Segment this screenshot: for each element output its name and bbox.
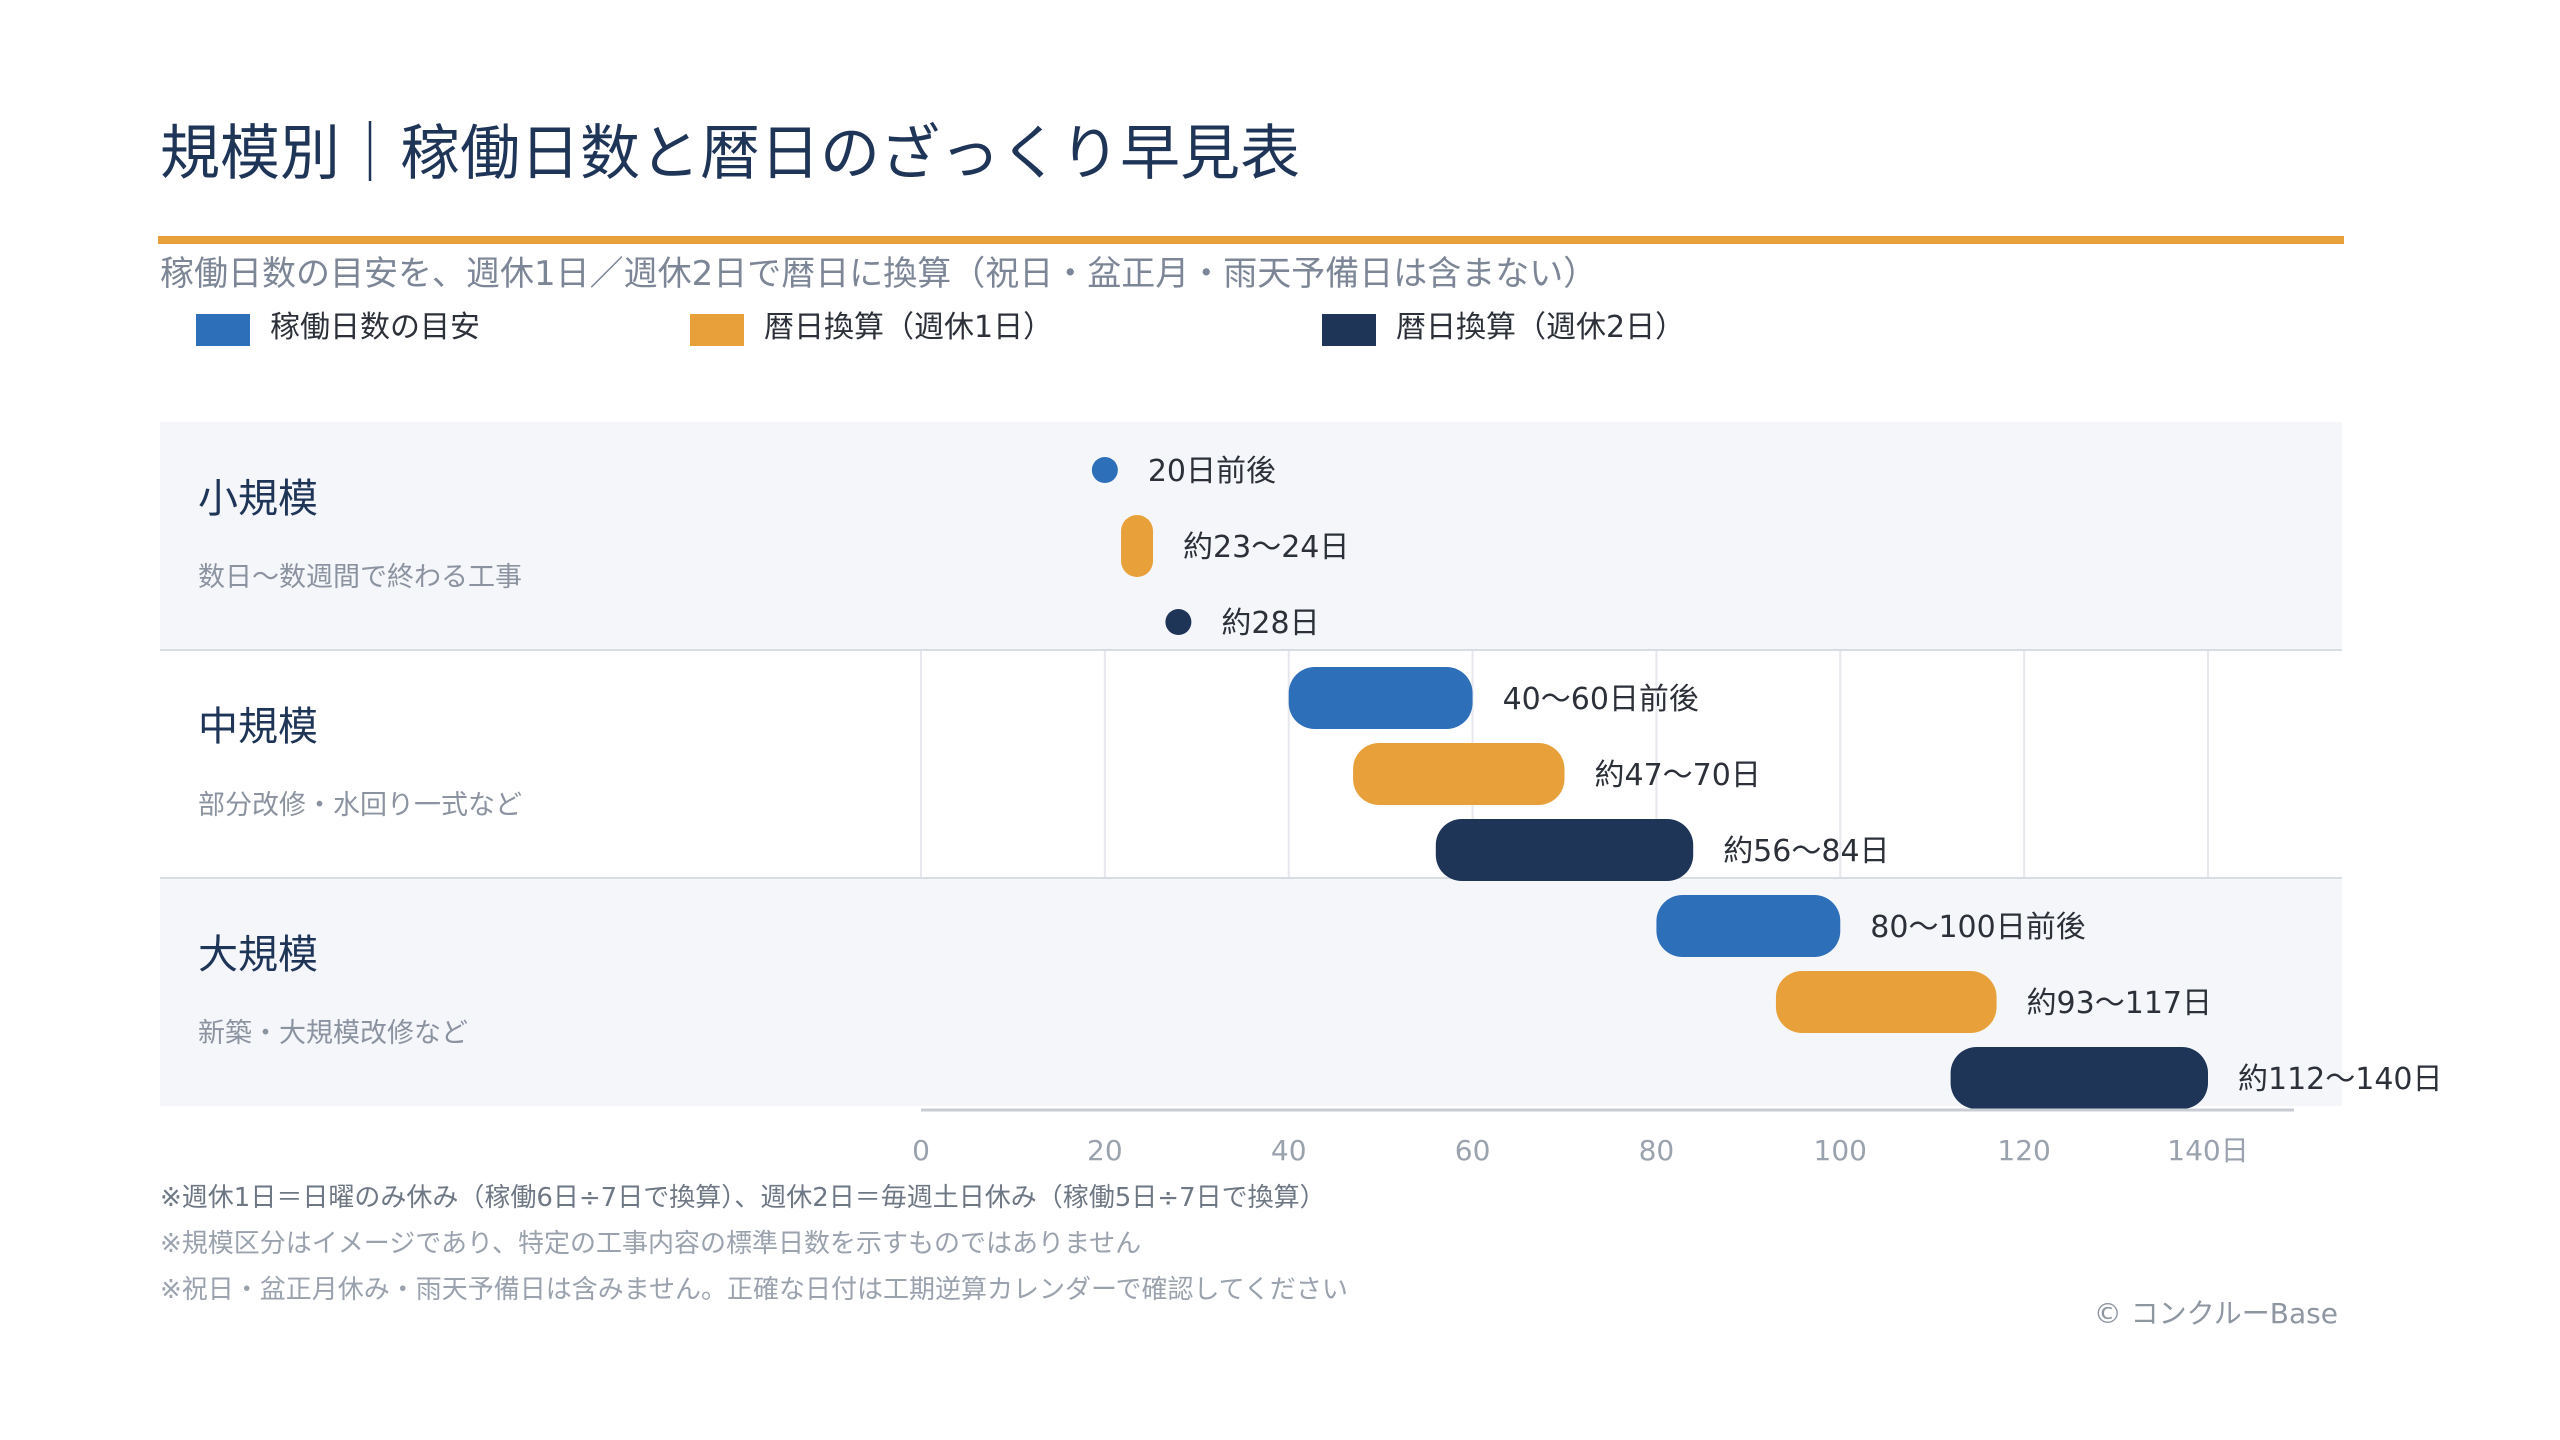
range-bar (1950, 1047, 2208, 1109)
legend-swatch-calendar-2day-off (1322, 314, 1376, 346)
x-tick-label: 60 (1455, 1134, 1491, 1167)
footnote-2: ※規模区分はイメージであり、特定の工事内容の標準日数を示すものではありません (160, 1229, 1142, 1259)
x-tick-label: 140日 (2167, 1134, 2248, 1167)
range-bar (1656, 895, 1841, 957)
legend-label-calendar-1day-off: 暦日換算（週休1日） (764, 310, 1054, 345)
bar-label: 約23〜24日 (1183, 530, 1349, 565)
category-description: 部分改修・水回り一式など (198, 790, 522, 821)
category-name: 小規模 (198, 476, 318, 522)
x-tick-label: 0 (912, 1134, 930, 1167)
bar-label: 約28日 (1221, 606, 1319, 641)
copyright-text: © コンクルーBase (2093, 1297, 2338, 1330)
data-point (1165, 609, 1192, 635)
category-band (160, 650, 2342, 878)
data-point (1091, 457, 1118, 483)
x-tick-label: 20 (1087, 1134, 1123, 1167)
range-bar-chart: 小規模数日〜数週間で終わる工事中規模部分改修・水回り一式など大規模新築・大規模改… (160, 422, 2443, 1167)
range-bar (1353, 743, 1565, 805)
category-name: 大規模 (198, 932, 318, 978)
category-band (160, 422, 2342, 650)
title-underline (158, 236, 2344, 244)
bar-label: 80〜100日前後 (1870, 910, 2085, 945)
category-description: 新築・大規模改修など (198, 1018, 468, 1049)
range-bar (1288, 667, 1473, 729)
bar-label: 約93〜117日 (2027, 986, 2212, 1021)
footnote-3: ※祝日・盆正月休み・雨天予備日は含みません。正確な日付は工期逆算カレンダーで確認… (160, 1275, 1348, 1305)
range-bar (1775, 971, 1997, 1033)
page-title: 規模別｜稼働日数と暦日のざっくり早見表 (160, 119, 1300, 189)
legend-label-workdays: 稼働日数の目安 (270, 310, 480, 345)
bar-label: 約112〜140日 (2238, 1062, 2443, 1097)
x-tick-label: 120 (1997, 1134, 2050, 1167)
legend-label-calendar-2day-off: 暦日換算（週休2日） (1396, 310, 1686, 345)
range-bar (1435, 819, 1694, 881)
footnote-1: ※週休1日＝日曜のみ休み（稼働6日÷7日で換算）、週休2日＝毎週土日休み（稼働5… (160, 1183, 1326, 1213)
x-tick-label: 40 (1271, 1134, 1307, 1167)
category-name: 中規模 (198, 704, 318, 750)
x-tick-label: 100 (1814, 1134, 1867, 1167)
bar-label: 約47〜70日 (1595, 758, 1761, 793)
legend-swatch-workdays (196, 314, 250, 346)
bar-label: 40〜60日前後 (1503, 682, 1699, 717)
page-subtitle: 稼働日数の目安を、週休1日／週休2日で暦日に換算（祝日・盆正月・雨天予備日は含ま… (160, 254, 1598, 294)
x-tick-label: 80 (1639, 1134, 1675, 1167)
range-bar (1121, 515, 1154, 577)
legend-swatch-calendar-1day-off (690, 314, 744, 346)
category-description: 数日〜数週間で終わる工事 (198, 562, 522, 593)
bar-label: 約56〜84日 (1723, 834, 1889, 869)
bar-label: 20日前後 (1148, 454, 1276, 489)
